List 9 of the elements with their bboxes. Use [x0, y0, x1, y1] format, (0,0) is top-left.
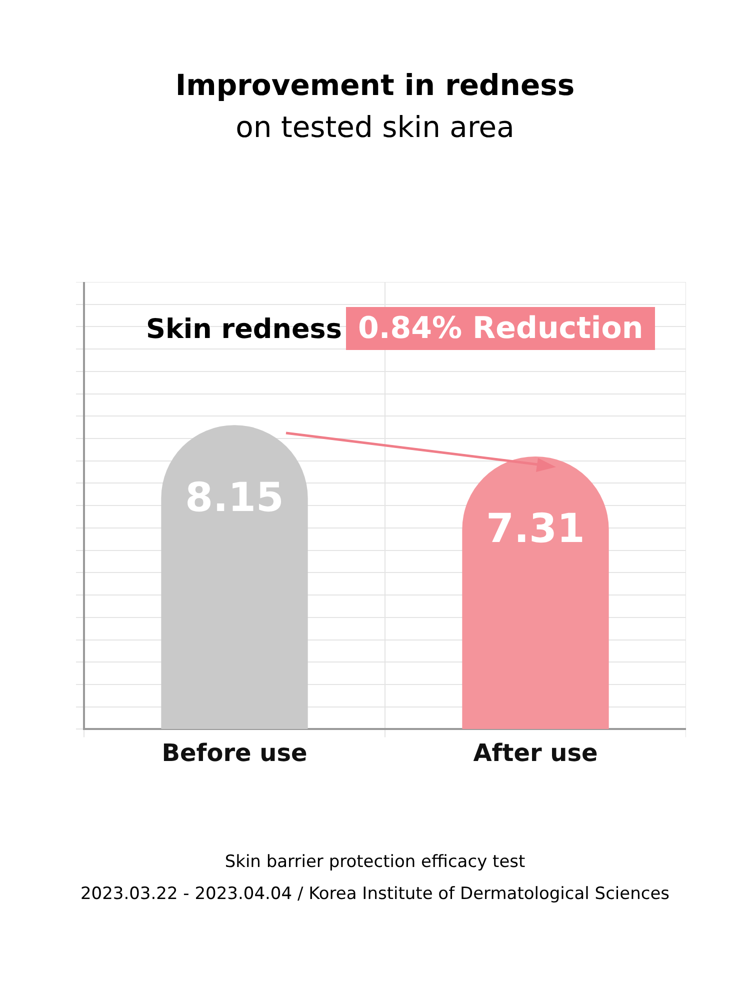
x-tick-label: Before use: [162, 738, 308, 767]
text: Skin barrier protection efficacy test: [224, 852, 526, 872]
text: Skin redness: [146, 314, 342, 345]
text: 2023.03.22 - 2023.04.04 / Korea Institute of Dermatological Sciences: [79, 884, 671, 904]
x-tick-label: After use: [473, 738, 598, 767]
chart-title: Improvement in redness: [174, 68, 576, 102]
text: 0.84% Reduction: [346, 307, 656, 350]
chart-subtitle: on tested skin area: [234, 110, 516, 144]
data-label: 7.31: [486, 506, 585, 552]
